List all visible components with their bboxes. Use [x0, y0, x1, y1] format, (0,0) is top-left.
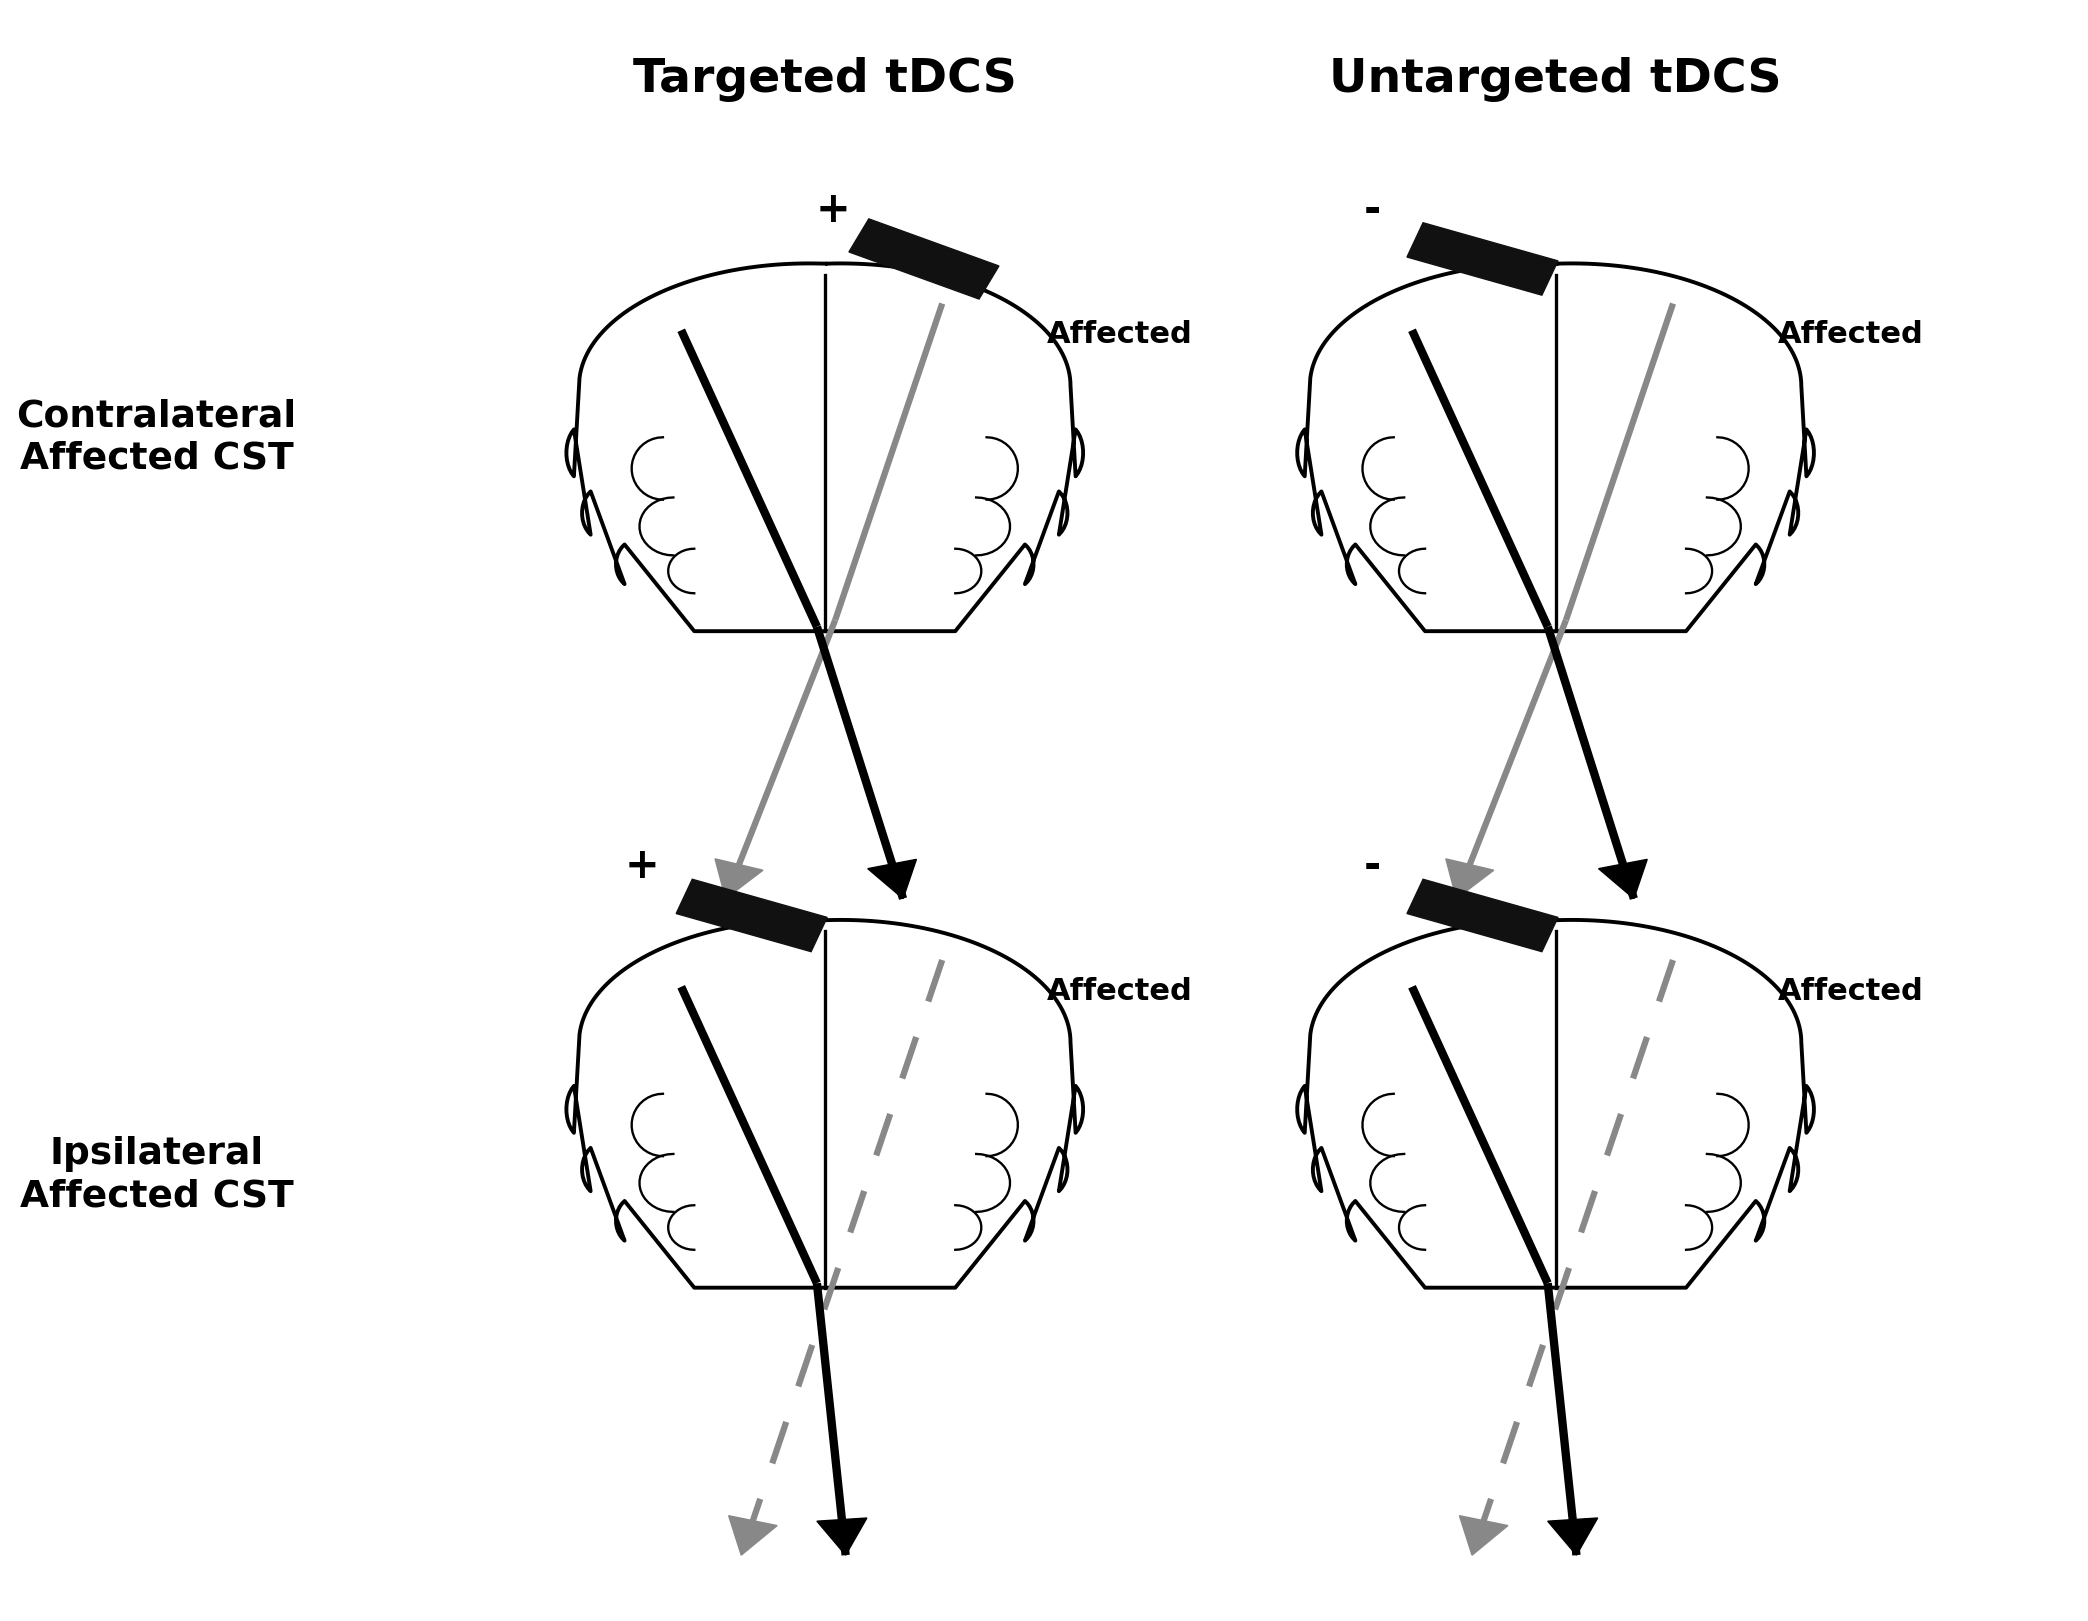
- Text: Targeted tDCS: Targeted tDCS: [633, 57, 1017, 102]
- Text: Affected: Affected: [1777, 321, 1923, 349]
- Text: Affected: Affected: [1046, 977, 1192, 1005]
- Polygon shape: [816, 1517, 867, 1555]
- Polygon shape: [1547, 1517, 1597, 1555]
- Text: +: +: [624, 846, 660, 887]
- Polygon shape: [1407, 222, 1558, 295]
- Text: Untargeted tDCS: Untargeted tDCS: [1330, 57, 1781, 102]
- Text: -: -: [1363, 190, 1382, 230]
- Text: +: +: [814, 190, 850, 230]
- Polygon shape: [677, 879, 827, 952]
- Polygon shape: [714, 859, 762, 898]
- Text: Ipsilateral
Affected CST: Ipsilateral Affected CST: [19, 1136, 294, 1214]
- Polygon shape: [869, 859, 917, 898]
- Polygon shape: [1460, 1516, 1508, 1555]
- Text: Affected: Affected: [1777, 977, 1923, 1005]
- Text: Contralateral
Affected CST: Contralateral Affected CST: [17, 399, 296, 477]
- Text: Affected: Affected: [1046, 321, 1192, 349]
- Polygon shape: [729, 1516, 777, 1555]
- Text: -: -: [1363, 846, 1382, 887]
- Polygon shape: [1407, 879, 1558, 952]
- Polygon shape: [850, 219, 998, 298]
- Polygon shape: [1599, 859, 1647, 898]
- Polygon shape: [1445, 859, 1493, 898]
